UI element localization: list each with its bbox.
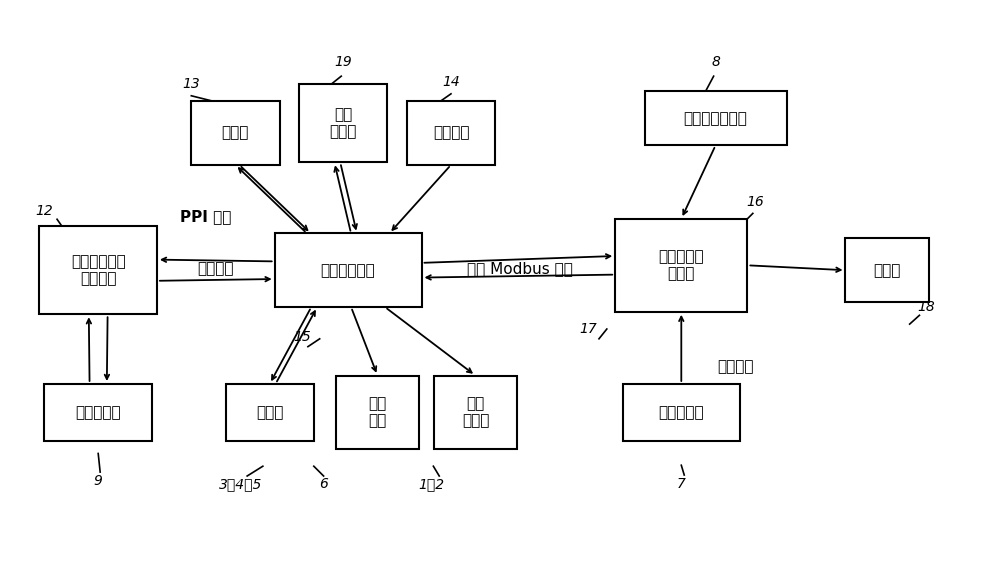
Text: 阻止器: 阻止器 [256, 405, 283, 420]
Text: 单轴机器人: 单轴机器人 [75, 405, 121, 420]
Bar [336, 375, 419, 449]
Text: 1、2: 1、2 [418, 477, 444, 491]
Bar [299, 84, 387, 163]
Bar [275, 233, 422, 307]
Text: 串行通讯: 串行通讯 [717, 358, 753, 374]
Text: 17: 17 [579, 322, 597, 336]
Bar [615, 219, 747, 312]
Text: 8: 8 [711, 56, 720, 70]
Bar [434, 375, 517, 449]
Bar [44, 384, 152, 441]
Text: 12: 12 [35, 204, 53, 218]
Bar [39, 226, 157, 314]
Text: 触摸屏: 触摸屏 [222, 126, 249, 140]
Bar [226, 384, 314, 441]
Text: 辊道
传送台: 辊道 传送台 [462, 396, 489, 429]
Text: 6: 6 [319, 477, 328, 491]
Bar [407, 101, 495, 165]
Text: 并行通讯: 并行通讯 [198, 261, 234, 276]
Bar [191, 101, 280, 165]
Text: 串行 Modbus 协议: 串行 Modbus 协议 [467, 261, 573, 276]
Bar [845, 238, 929, 302]
Text: 单轴机器人编
程控制器: 单轴机器人编 程控制器 [71, 254, 126, 287]
Text: 14: 14 [442, 75, 460, 89]
Text: PPI 协议: PPI 协议 [180, 209, 232, 224]
Text: 可编程控制器: 可编程控制器 [321, 263, 375, 278]
Text: 19: 19 [334, 56, 352, 70]
Bar [622, 384, 740, 441]
Text: 接近开关: 接近开关 [433, 126, 469, 140]
Text: 13: 13 [182, 77, 200, 91]
Text: 9: 9 [94, 474, 103, 488]
Text: 显示器: 显示器 [873, 263, 901, 278]
Text: 数据采集卡
工控机: 数据采集卡 工控机 [658, 249, 704, 282]
Text: 18: 18 [917, 301, 935, 315]
Text: 16: 16 [746, 195, 764, 209]
Text: 7: 7 [677, 477, 686, 491]
Text: 声光
报警器: 声光 报警器 [330, 107, 357, 140]
Bar [645, 91, 787, 145]
Text: 15: 15 [293, 330, 311, 344]
Text: 顶起
装置: 顶起 装置 [368, 396, 387, 429]
Text: 激光测距传感器: 激光测距传感器 [684, 111, 748, 126]
Text: 3、4、5: 3、4、5 [219, 477, 262, 491]
Text: 条码扫描枪: 条码扫描枪 [658, 405, 704, 420]
